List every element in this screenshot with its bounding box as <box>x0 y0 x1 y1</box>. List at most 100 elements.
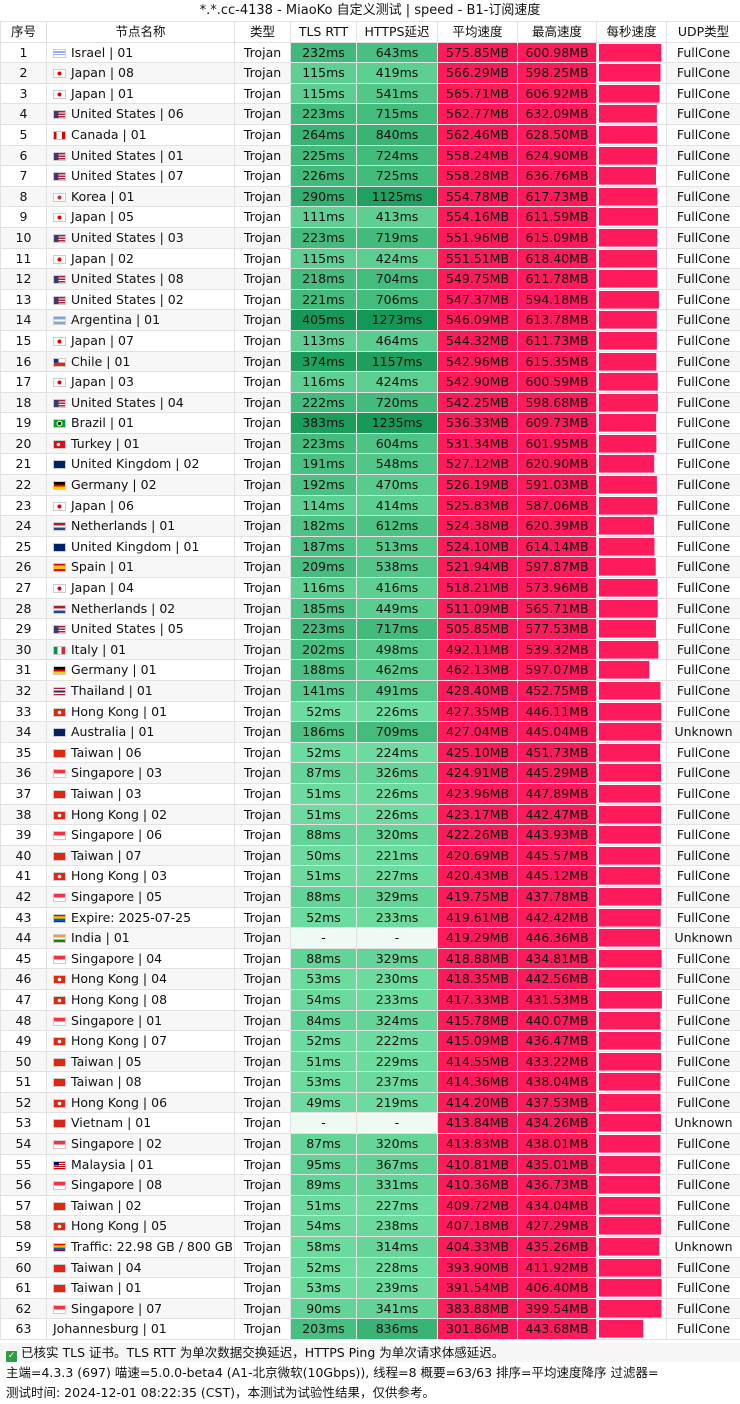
table-row: 57 Taiwan | 02 Trojan 51ms 227ms 409.72MB 434.… <box>0 1194 740 1217</box>
per-second-sparkline <box>596 947 667 970</box>
node-type: Trojan <box>234 741 291 764</box>
node-type: Trojan <box>234 391 291 414</box>
node-name: Taiwan | 08 <box>71 1074 142 1090</box>
sparkline-fill <box>598 228 658 247</box>
row-index: 14 <box>0 309 47 331</box>
per-second-sparkline <box>596 103 667 125</box>
speed-sparkline-chart <box>598 84 660 103</box>
node-type: Trojan <box>234 947 291 970</box>
sparkline-fill <box>598 599 658 618</box>
row-index: 32 <box>0 680 47 702</box>
flag-us-icon <box>53 625 66 635</box>
node-type: Trojan <box>234 288 291 311</box>
flag-nl-icon <box>53 604 66 614</box>
flag-it-icon <box>53 645 66 655</box>
table-row: 9 Japan | 05 Trojan 111ms 413ms 554.16MB 611.5… <box>0 206 740 228</box>
udp-type: FullCone <box>666 62 740 84</box>
max-speed: 443.68MB <box>517 1318 597 1340</box>
col-header-type: 类型 <box>234 21 291 43</box>
https-latency: 233ms <box>356 988 438 1011</box>
avg-speed: 551.51MB <box>437 247 518 270</box>
table-row: 28 Netherlands | 02 Trojan 185ms 449ms 511.09… <box>0 597 740 620</box>
tls-rtt: 116ms <box>290 577 357 599</box>
flag-jp-icon <box>53 584 66 594</box>
sparkline-fill <box>598 496 658 515</box>
per-second-sparkline <box>596 1050 667 1073</box>
speed-sparkline-chart <box>598 352 657 371</box>
row-index: 45 <box>0 947 47 970</box>
per-second-sparkline <box>596 494 667 517</box>
tls-rtt: 187ms <box>290 535 357 558</box>
node-name: Hong Kong | 04 <box>71 971 168 987</box>
table-header-row: 序号 节点名称 类型 TLS RTT HTTPS延迟 平均速度 最高速度 每秒速… <box>0 21 740 43</box>
node-type: Trojan <box>234 680 291 702</box>
avg-speed: 527.12MB <box>437 453 518 476</box>
row-index: 53 <box>0 1112 47 1135</box>
per-second-sparkline <box>596 185 667 208</box>
table-row: 4 United States | 06 Trojan 223ms 715ms 562.7… <box>0 103 740 125</box>
node-name-cell: Johannesburg | 01 <box>46 1318 235 1340</box>
sparkline-fill <box>598 167 657 185</box>
sparkline-fill <box>598 723 662 741</box>
node-name-cell: United States | 01 <box>46 144 235 167</box>
https-latency: 538ms <box>356 556 438 579</box>
per-second-sparkline <box>596 62 667 84</box>
per-second-sparkline <box>596 988 667 1011</box>
avg-speed: 551.96MB <box>437 226 518 249</box>
sparkline-fill <box>598 208 658 226</box>
flag-us-icon <box>53 172 66 182</box>
node-name-cell: Hong Kong | 03 <box>46 865 235 887</box>
udp-type: FullCone <box>666 1071 740 1093</box>
avg-speed: 554.78MB <box>437 185 518 208</box>
table-row: 1 Israel | 01 Trojan 232ms 643ms 575.85MB 600.… <box>0 41 740 64</box>
https-latency: 725ms <box>356 165 438 187</box>
node-type: Trojan <box>234 535 291 558</box>
node-name: Singapore | 06 <box>71 827 163 843</box>
table-row: 46 Hong Kong | 04 Trojan 53ms 230ms 418.35MB 4… <box>0 968 740 990</box>
flag-vn-icon <box>53 1119 66 1129</box>
node-type: Trojan <box>234 1009 291 1032</box>
avg-speed: 558.24MB <box>437 144 518 167</box>
node-name: Traffic: 22.98 GB / 800 GB <box>71 1239 234 1255</box>
avg-speed: 531.34MB <box>437 432 518 455</box>
avg-speed: 542.96MB <box>437 350 518 373</box>
sparkline-fill <box>598 949 662 968</box>
table-row: 18 United States | 04 Trojan 222ms 720ms 542.… <box>0 391 740 414</box>
node-name-cell: Taiwan | 04 <box>46 1256 235 1279</box>
sparkline-fill <box>598 620 656 638</box>
flag-sg-icon <box>53 1181 66 1191</box>
per-second-sparkline <box>596 453 667 476</box>
node-name-cell: Japan | 01 <box>46 82 235 105</box>
avg-speed: 419.29MB <box>437 927 518 949</box>
row-index: 52 <box>0 1091 47 1114</box>
max-speed: 438.04MB <box>517 1071 597 1093</box>
udp-type: FullCone <box>666 782 740 805</box>
node-name-cell: United States | 08 <box>46 268 235 290</box>
flag-jp-icon <box>53 89 66 99</box>
udp-type: FullCone <box>666 371 740 393</box>
avg-speed: 565.71MB <box>437 82 518 105</box>
node-type: Trojan <box>234 103 291 125</box>
row-index: 2 <box>0 62 47 84</box>
udp-type: FullCone <box>666 288 740 311</box>
max-speed: 411.92MB <box>517 1256 597 1279</box>
per-second-sparkline <box>596 762 667 784</box>
node-type: Trojan <box>234 268 291 290</box>
udp-type: FullCone <box>666 309 740 331</box>
speed-sparkline-chart <box>598 784 661 803</box>
max-speed: 594.18MB <box>517 288 597 311</box>
table-row: 2 Japan | 08 Trojan 115ms 419ms 566.29MB 598.2… <box>0 62 740 84</box>
flag-sg-icon <box>53 892 66 902</box>
row-index: 24 <box>0 515 47 537</box>
node-name-cell: Japan | 07 <box>46 329 235 352</box>
sparkline-fill <box>598 867 661 885</box>
node-type: Trojan <box>234 1297 291 1320</box>
row-index: 35 <box>0 741 47 764</box>
avg-speed: 462.13MB <box>437 659 518 681</box>
table-row: 43 Expire: 2025-07-25 Trojan 52ms 233ms 419.6… <box>0 906 740 929</box>
flag-cl-icon <box>53 357 66 367</box>
speed-sparkline-chart <box>598 1320 644 1339</box>
tls-rtt: 51ms <box>290 1050 357 1073</box>
sparkline-fill <box>598 826 661 844</box>
row-index: 16 <box>0 350 47 373</box>
